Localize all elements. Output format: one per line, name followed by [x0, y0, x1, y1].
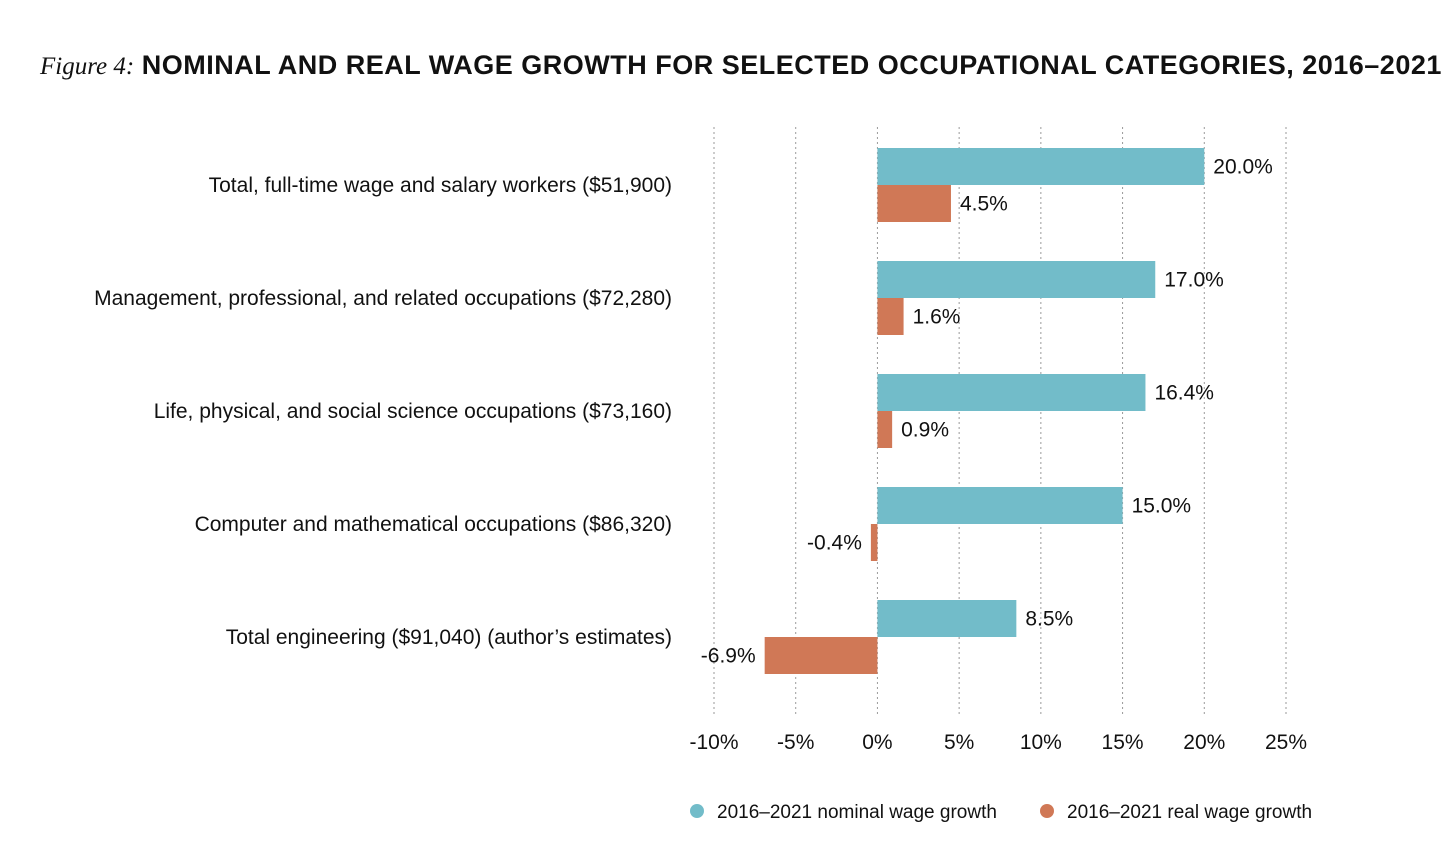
- x-tick-label: -10%: [689, 731, 738, 754]
- nominal-bar: [877, 600, 1017, 637]
- data-label: 17.0%: [1164, 269, 1224, 292]
- real-bar: [877, 298, 904, 335]
- x-tick-label: -5%: [777, 731, 814, 754]
- real-bar: [764, 637, 878, 674]
- x-tick-label: 15%: [1102, 731, 1144, 754]
- category-label: Life, physical, and social science occup…: [154, 400, 672, 423]
- data-label: 4.5%: [960, 193, 1008, 216]
- x-tick-label: 20%: [1183, 731, 1225, 754]
- nominal-bar: [877, 374, 1146, 411]
- real-bar: [877, 411, 893, 448]
- data-label: 0.9%: [901, 419, 949, 442]
- legend-label: 2016–2021 real wage growth: [1067, 802, 1312, 823]
- real-bar: [877, 185, 951, 222]
- legend-label: 2016–2021 nominal wage growth: [717, 802, 997, 823]
- data-label: 1.6%: [913, 306, 961, 329]
- data-label: 20.0%: [1213, 156, 1273, 179]
- data-label: -6.9%: [701, 645, 756, 668]
- data-label: 15.0%: [1132, 495, 1192, 518]
- x-tick-label: 10%: [1020, 731, 1062, 754]
- category-label: Total, full-time wage and salary workers…: [209, 174, 672, 197]
- figure-title: Figure 4: NOMINAL AND REAL WAGE GROWTH F…: [40, 50, 1442, 81]
- figure-prefix: Figure 4:: [40, 53, 135, 80]
- x-tick-label: 5%: [944, 731, 974, 754]
- data-label: 16.4%: [1154, 382, 1214, 405]
- figure-title-text: NOMINAL AND REAL WAGE GROWTH FOR SELECTE…: [141, 50, 1442, 80]
- real-bar: [870, 524, 878, 561]
- category-label: Total engineering ($91,040) (author’s es…: [226, 626, 672, 649]
- nominal-bar: [877, 148, 1205, 185]
- x-tick-label: 25%: [1265, 731, 1307, 754]
- data-label: -0.4%: [807, 532, 862, 555]
- category-label: Management, professional, and related oc…: [94, 287, 672, 310]
- nominal-bar: [877, 487, 1123, 524]
- legend-marker: [1040, 804, 1054, 818]
- legend-marker: [690, 804, 704, 818]
- category-label: Computer and mathematical occupations ($…: [195, 513, 672, 536]
- x-tick-label: 0%: [862, 731, 892, 754]
- nominal-bar: [877, 261, 1156, 298]
- data-label: 8.5%: [1025, 608, 1073, 631]
